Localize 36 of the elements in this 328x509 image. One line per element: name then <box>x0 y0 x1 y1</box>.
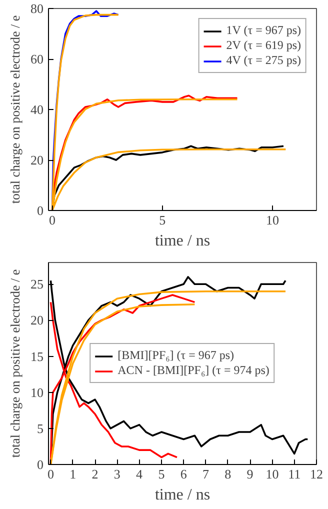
legend-label: 1V (τ = 967 ps) <box>226 23 301 38</box>
x-axis-title: time / ns <box>154 486 210 504</box>
legend-label: 4V (τ = 275 ps) <box>226 53 301 68</box>
x-tick-label: 2 <box>92 466 98 482</box>
y-axis-title: total charge on positive electrode / e <box>8 15 22 204</box>
x-tick-label: 10 <box>266 466 279 482</box>
legend-label: ACN - [BMI][PF₆] (τ = 974 ps) <box>118 363 270 378</box>
x-tick-label: 7 <box>202 466 210 482</box>
y-tick-label: 80 <box>30 1 44 16</box>
y-tick-label: 25 <box>30 276 44 292</box>
x-tick-label: 10 <box>266 212 279 228</box>
x-tick-label: 12 <box>310 466 323 482</box>
y-tick-label: 10 <box>30 384 44 400</box>
y-axis-title: total charge on positive electrode / e <box>8 269 22 458</box>
y-tick-label: 5 <box>37 420 44 436</box>
x-tick-label: 5 <box>159 212 166 228</box>
y-tick-label: 15 <box>30 348 44 364</box>
x-tick-label: 3 <box>114 466 120 482</box>
legend-label: [BMI][PF₆] (τ = 967 ps) <box>118 348 234 363</box>
x-tick-label: 1 <box>70 466 76 482</box>
x-tick-label: 0 <box>48 212 56 228</box>
y-tick-label: 20 <box>30 312 44 328</box>
x-tick-label: 8 <box>224 466 232 482</box>
x-tick-label: 6 <box>180 466 188 482</box>
y-tick-label: 60 <box>30 52 44 66</box>
x-tick-label: 0 <box>47 466 54 482</box>
y-tick-label: 20 <box>30 152 44 168</box>
x-tick-label: 5 <box>158 466 165 482</box>
y-tick-label: 0 <box>37 457 44 472</box>
x-tick-label: 11 <box>288 466 301 482</box>
x-axis-title: time / ns <box>154 232 210 250</box>
y-tick-label: 40 <box>30 102 44 117</box>
x-tick-label: 4 <box>136 466 144 482</box>
x-tick-label: 9 <box>246 466 254 482</box>
y-tick-label: 0 <box>37 203 44 218</box>
legend-label: 2V (τ = 619 ps) <box>226 38 301 53</box>
